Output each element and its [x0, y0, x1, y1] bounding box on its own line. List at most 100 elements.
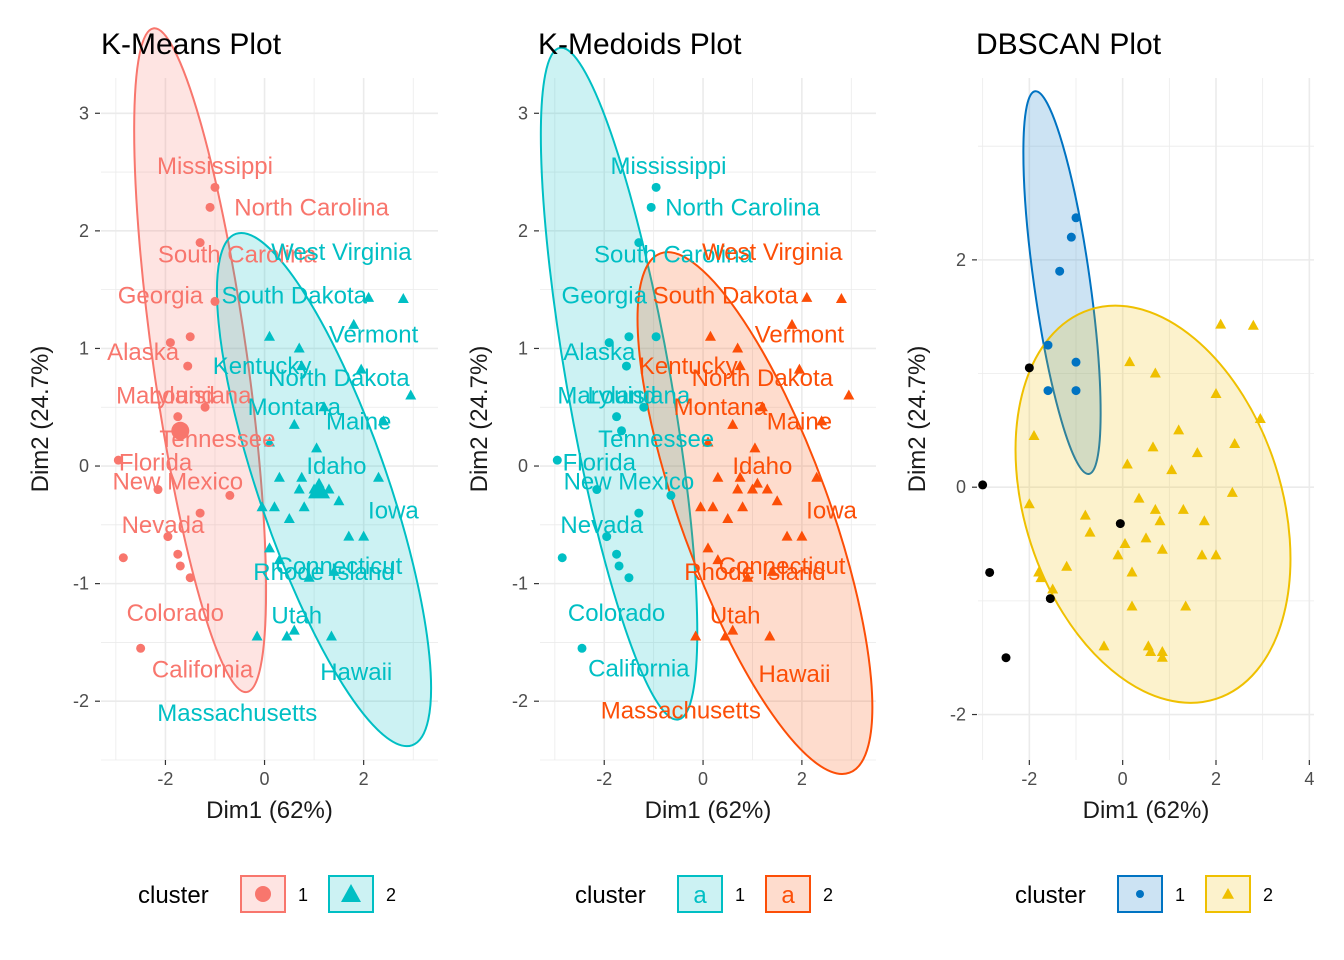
data-point	[293, 342, 305, 353]
data-point	[1001, 653, 1011, 663]
data-point	[1173, 424, 1185, 435]
data-point	[256, 501, 268, 512]
point-label: Mississippi	[157, 153, 273, 180]
data-point	[200, 402, 210, 412]
legend-label: 2	[386, 885, 396, 905]
point-label: Utah	[710, 602, 761, 629]
legend-glyph	[255, 886, 271, 902]
data-point	[325, 630, 337, 641]
x-tick-label: 2	[1211, 769, 1221, 789]
point-label: Maine	[326, 408, 391, 435]
point-label: Idaho	[732, 453, 792, 480]
point-label: Tennessee	[598, 426, 714, 453]
point-label: North Dakota	[268, 365, 410, 392]
data-point	[1126, 600, 1138, 611]
data-point	[1149, 503, 1161, 514]
data-point	[273, 471, 285, 482]
data-point	[639, 402, 649, 412]
data-point	[796, 530, 808, 541]
chart-title: K-Medoids Plot	[538, 28, 742, 61]
data-point	[1043, 386, 1053, 396]
legend-glyph	[1222, 888, 1234, 899]
data-point	[373, 471, 385, 482]
data-point	[318, 401, 330, 412]
y-tick-label: 0	[79, 456, 89, 476]
data-point	[1156, 646, 1168, 657]
y-tick-label: 0	[518, 456, 528, 476]
legend-label: 1	[298, 885, 308, 905]
x-axis-label: Dim1 (62%)	[1083, 797, 1210, 824]
data-point	[634, 508, 644, 518]
data-point	[1035, 572, 1047, 583]
data-point	[210, 296, 220, 306]
legend-key-1	[1117, 875, 1163, 913]
data-point	[1047, 583, 1059, 594]
series-2	[690, 291, 855, 641]
point-labels: Mississippi North Carolina South CarolinaW…	[107, 153, 419, 727]
series-noise	[978, 363, 1125, 663]
legend-label: 2	[1263, 885, 1273, 905]
data-point	[210, 182, 220, 192]
data-point	[1071, 357, 1081, 367]
point-label: Florida	[119, 450, 193, 477]
data-point	[732, 342, 744, 353]
data-point	[612, 412, 622, 422]
cluster-ellipse-2	[636, 251, 874, 775]
legend: cluster 1 2	[1015, 875, 1273, 913]
point-label: California	[588, 655, 690, 682]
y-tick-label: -2	[512, 691, 528, 711]
data-point	[843, 389, 855, 400]
legend-label: 1	[1175, 885, 1185, 905]
data-point	[646, 202, 656, 212]
data-point	[195, 238, 205, 248]
data-point	[1124, 356, 1136, 367]
panel-1: Mississippi North Carolina South CarolinaW…	[27, 27, 438, 913]
legend-title: cluster	[138, 882, 209, 909]
data-point	[985, 567, 995, 577]
point-label: West Virginia	[702, 239, 843, 266]
data-point	[308, 483, 320, 494]
data-point	[666, 490, 676, 500]
data-point	[1196, 549, 1208, 560]
data-point	[288, 418, 300, 429]
data-point	[761, 483, 773, 494]
point-label: California	[152, 656, 254, 683]
data-point	[1154, 515, 1166, 526]
legend-title: cluster	[575, 882, 646, 909]
data-point	[1045, 594, 1055, 604]
data-point	[1145, 646, 1157, 657]
data-point	[377, 415, 389, 426]
data-point	[1066, 232, 1076, 242]
data-point	[1229, 438, 1241, 449]
data-point	[1112, 549, 1124, 560]
data-point	[195, 508, 205, 518]
data-point	[1147, 441, 1159, 452]
data-point	[602, 532, 612, 542]
data-point	[343, 530, 355, 541]
point-label: Tennessee	[159, 426, 275, 453]
point-label: New Mexico	[112, 468, 243, 495]
point-label: Louisiana	[149, 382, 252, 409]
data-point	[749, 442, 761, 453]
data-point	[1084, 526, 1096, 537]
point-label: Massachusetts	[157, 700, 317, 727]
data-point	[1115, 519, 1125, 529]
data-point	[734, 471, 746, 482]
data-point	[707, 501, 719, 512]
point-label: Iowa	[368, 498, 419, 525]
point-label: Utah	[271, 602, 322, 629]
data-point	[756, 401, 768, 412]
data-point	[358, 530, 370, 541]
data-point	[1254, 413, 1266, 423]
data-point	[205, 202, 215, 212]
point-label: Hawaii	[320, 659, 392, 686]
point-label: Georgia	[118, 283, 204, 310]
x-tick-label: 0	[1118, 769, 1128, 789]
x-tick-label: 2	[797, 769, 807, 789]
point-label: Iowa	[806, 498, 857, 525]
data-point	[1079, 509, 1091, 520]
point-label: Alaska	[563, 339, 636, 366]
point-label: Vermont	[329, 321, 419, 348]
data-point	[727, 418, 739, 429]
